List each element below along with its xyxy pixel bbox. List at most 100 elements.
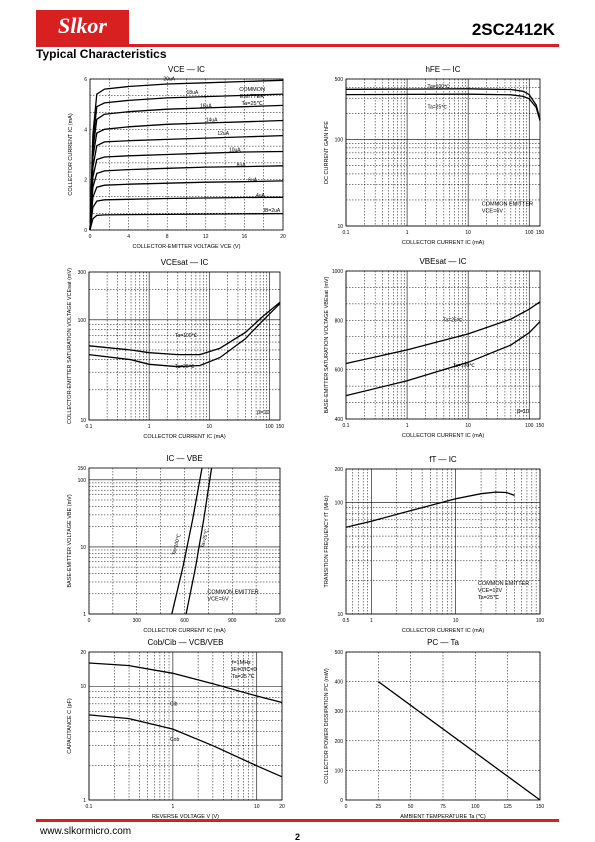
x-tick-label: 100 — [536, 618, 545, 624]
x-tick-label: 125 — [503, 804, 512, 810]
series-line — [171, 467, 203, 615]
chart-annotation: VCE=12V — [478, 588, 503, 594]
chart-annotation: COMMON — [239, 87, 265, 93]
x-tick-label: 16 — [242, 234, 248, 240]
y-tick-label: 1 — [83, 612, 86, 618]
x-tick-label: 1 — [148, 424, 151, 430]
plot-frame — [88, 467, 281, 615]
series-line — [377, 681, 541, 801]
chart-annotation: β=10 — [517, 409, 530, 415]
x-tick-label: 150 — [536, 423, 545, 429]
footer-rule — [36, 819, 559, 822]
x-tick-label: 100 — [525, 230, 534, 236]
x-tick-label: 0 — [88, 618, 91, 624]
series-line — [89, 104, 284, 231]
x-tick-label: 50 — [408, 804, 414, 810]
chart-annotation: EMITTER — [240, 94, 264, 100]
chart-annotation: Ta=25℃ — [478, 595, 500, 601]
company-logo: Slkor — [36, 10, 129, 44]
x-tick-label: 25 — [376, 804, 382, 810]
series-label: Ta=25℃ — [427, 104, 447, 110]
series-label: 10uA — [229, 147, 241, 153]
chart-title: VCEsat — IC — [161, 258, 209, 267]
y-tick-label: 400 — [335, 417, 344, 423]
chart-annotation: IE=0/IC=0 — [232, 667, 257, 673]
y-tick-label: 500 — [335, 650, 344, 656]
plot-frame — [345, 468, 541, 615]
y-tick-label: 200 — [335, 467, 344, 473]
x-tick-label: 300 — [133, 618, 142, 624]
series-line — [88, 303, 281, 368]
part-number: 2SC2412K — [471, 20, 555, 39]
plot-frame — [345, 78, 541, 227]
y-tick-label: 300 — [335, 709, 344, 715]
y-tick-label: 10 — [80, 418, 86, 424]
x-tick-label: 0 — [89, 234, 92, 240]
y-tick-label: 1 — [83, 798, 86, 804]
series-label: Ta=100℃ — [453, 363, 476, 369]
x-tick-label: 4 — [127, 234, 130, 240]
y-tick-label: 100 — [335, 137, 344, 143]
y-tick-label: 4 — [84, 127, 87, 133]
chart-title: IC — VBE — [166, 454, 202, 463]
x-tick-label: 8 — [166, 234, 169, 240]
series-label: 20uA — [163, 77, 175, 83]
footer-url: www.slkormicro.com — [40, 826, 132, 837]
x-tick-label: 1 — [406, 423, 409, 429]
page-number: 2 — [294, 832, 300, 842]
header-rule — [36, 44, 559, 47]
chart-title: PC — Ta — [427, 638, 459, 647]
x-axis-label: AMBIENT TEMPERATURE Ta (℃) — [400, 814, 486, 820]
y-tick-label: 800 — [335, 318, 344, 324]
y-axis-label: COLLECTOR POWER DISSIPATION PC (mW) — [324, 668, 330, 784]
y-axis-label: BASE-EMITTER VOLTAGE VBE (mV) — [67, 494, 73, 587]
series-label: Ta=100℃ — [427, 84, 450, 90]
series-label: Ta=100℃ — [171, 533, 183, 556]
x-tick-label: 150 — [276, 424, 285, 430]
x-axis-label: COLLECTOR CURRENT IC (mA) — [143, 628, 225, 634]
series-line — [89, 119, 284, 231]
y-tick-label: 2 — [84, 178, 87, 184]
chart-annotation: β=10 — [257, 410, 270, 416]
series-line — [89, 165, 284, 231]
y-axis-label: COLLECTOR CURRENT IC (mA) — [68, 113, 74, 195]
y-axis-label: TRANSITION FREQUENCY fT (MHz) — [324, 495, 330, 587]
chart-annotation: Ta=25℃ — [241, 101, 263, 107]
x-tick-label: 20 — [280, 234, 286, 240]
y-tick-label: 100 — [78, 478, 87, 484]
y-tick-label: 100 — [78, 318, 87, 324]
y-tick-label: 10 — [337, 612, 343, 618]
chart-title: VCE — IC — [168, 65, 205, 74]
chart-ic_vce: 0 4 8 12 16 20 0 2 4 6 COLLECTOR-EMITTER VOLTAGE V… — [68, 65, 286, 250]
series-label: Cib — [170, 701, 178, 707]
x-tick-label: 10 — [465, 230, 471, 236]
series-line — [88, 301, 281, 356]
y-tick-label: 1000 — [332, 269, 343, 275]
x-axis-label: COLLECTOR-EMITTER VOLTAGE VCE (V) — [133, 244, 241, 250]
series-label: 16uA — [200, 104, 212, 110]
x-tick-label: 20 — [279, 804, 285, 810]
series-label: IB=2uA — [264, 208, 281, 214]
series-line — [89, 79, 284, 231]
series-label: Ta=25℃ — [200, 528, 211, 549]
chart-pc_ta: 0 25 50 75 100 125 150 0 100 200 300 400 500 AMBIENT … — [324, 638, 544, 820]
series-line — [185, 467, 213, 615]
x-tick-label: 0.1 — [343, 423, 350, 429]
x-tick-label: 100 — [265, 424, 274, 430]
series-line — [345, 88, 541, 120]
y-tick-label: 100 — [335, 768, 344, 774]
x-tick-label: 0.1 — [86, 424, 93, 430]
series-line — [88, 662, 283, 704]
chart-title: Cob/Cib — VCB/VEB — [147, 638, 223, 647]
chart-title: fT — IC — [429, 455, 457, 464]
chart-annotation: f=1MHz — [232, 660, 251, 666]
series-label: 14uA — [206, 117, 218, 123]
x-tick-label: 1 — [370, 618, 373, 624]
x-tick-label: 10 — [465, 423, 471, 429]
series-line — [89, 93, 284, 231]
chart-annotation: COMMON EMITTER — [482, 201, 533, 207]
y-tick-label: 400 — [335, 680, 344, 686]
x-tick-label: 12 — [203, 234, 209, 240]
